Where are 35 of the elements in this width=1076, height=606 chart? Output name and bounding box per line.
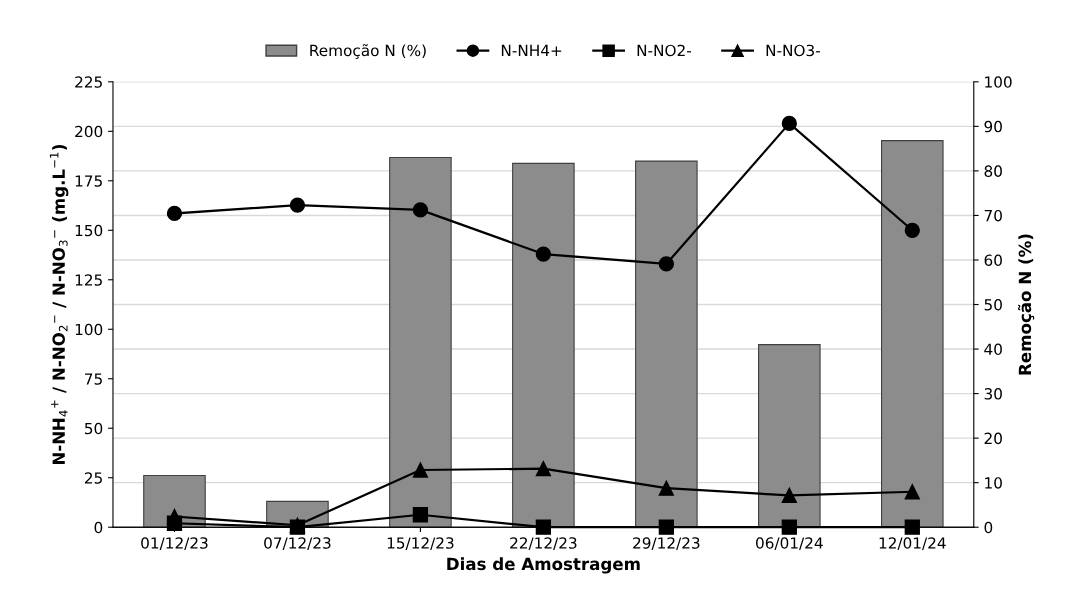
- y-tick-label: 175: [75, 175, 102, 187]
- y2-tick-label: 20: [984, 432, 1002, 445]
- y2-tick-label: 90: [984, 120, 1002, 133]
- legend-label: N-NH4+: [501, 44, 562, 56]
- y2-tick-label: 80: [984, 165, 1002, 177]
- x-tick-label: 22/12/23: [510, 537, 577, 550]
- legend-label: N-NO2-: [637, 44, 691, 57]
- y2-tick-label: 60: [984, 254, 1002, 266]
- y2-tick-label: 70: [984, 209, 1002, 222]
- y2-tick-label: 100: [985, 76, 1012, 88]
- x-axis-title: Dias de Amostragem: [447, 557, 640, 574]
- legend-label: Remoção N (%): [310, 44, 426, 59]
- x-tick-label: 12/01/24: [879, 537, 946, 550]
- legend-label: N-NO3-: [766, 44, 820, 57]
- y2-tick-label: 50: [984, 298, 1002, 311]
- x-tick-label: 07/12/23: [264, 537, 331, 550]
- y-tick-label: 50: [85, 422, 103, 435]
- y-tick-label: 150: [75, 224, 103, 237]
- y-tick-label: 0: [94, 521, 103, 534]
- x-tick-label: 01/12/23: [141, 537, 208, 550]
- y2-tick-label: 10: [985, 477, 1002, 489]
- y-tick-label: 25: [84, 472, 102, 484]
- y-tick-label: 200: [75, 125, 103, 138]
- y2-tick-label: 0: [984, 521, 993, 534]
- y-tick-label: 75: [85, 373, 102, 385]
- x-tick-label: 15/12/23: [387, 537, 454, 550]
- x-tick-label: 29/12/23: [633, 537, 700, 550]
- y-tick-label: 225: [75, 76, 102, 88]
- y2-tick-label: 30: [984, 388, 1002, 400]
- y-tick-label: 100: [75, 323, 103, 336]
- y2-tick-label: 40: [984, 343, 1002, 356]
- y-tick-label: 125: [75, 274, 102, 286]
- y2-axis-title: Remoção N (%): [1018, 234, 1035, 375]
- x-tick-label: 06/01/24: [756, 537, 823, 550]
- text: N-NH$_{4}$$^{+}$ / N-NO$_{2}$$^{−}$ / N-NO$_{3}$$^{−}$ (mg.L$^{−1}$): [49, 144, 69, 465]
